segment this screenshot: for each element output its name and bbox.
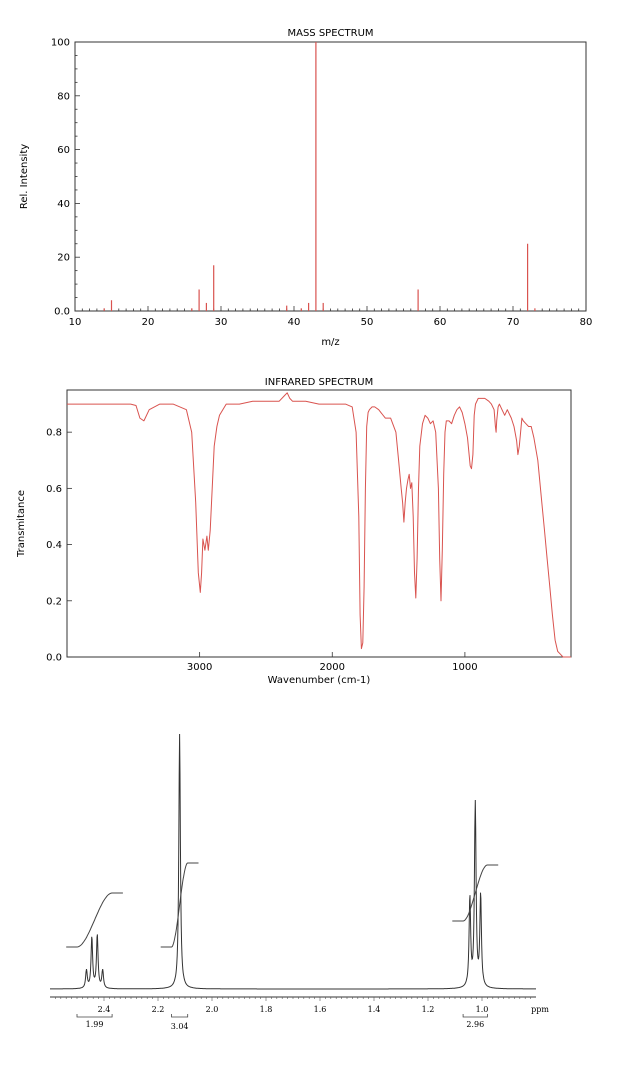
ir-y-tick-label: 0.4	[46, 540, 62, 551]
mass-spectrum-chart: MASS SPECTRUM 10 20 30 40 50 60 70 80 0.0 20 40 60 80…	[19, 28, 593, 348]
ir-x-tick-label: 1000	[452, 662, 477, 673]
nmr-integration-label: 3.04	[171, 1022, 189, 1031]
nmr-x-tick-label: 1.8	[260, 1005, 273, 1014]
mass-y-tick-label: 0.0	[54, 307, 70, 318]
mass-x-tick-label: 40	[288, 317, 301, 328]
nmr-x-tick-label: 1.6	[314, 1005, 327, 1014]
nmr-integration-curve	[452, 864, 499, 922]
mass-x-tick-label: 50	[361, 317, 374, 328]
nmr-integration-bracket	[462, 1014, 488, 1018]
mass-x-axis-label: m/z	[321, 337, 339, 348]
ir-y-tick-label: 0.8	[46, 428, 62, 439]
ir-y-tick-label: 0.6	[46, 484, 62, 495]
nmr-spectrum-chart: 2.4 2.2 2.0 1.8 1.6 1.4 1.2 1.0 ppm 1.99 3.04 2.96	[50, 733, 549, 1031]
mass-spectrum-title: MASS SPECTRUM	[287, 28, 373, 39]
mass-x-tick-label: 60	[434, 317, 447, 328]
nmr-integration-bracket	[76, 1014, 113, 1018]
mass-y-tick-label: 40	[57, 199, 70, 210]
mass-y-tick-label: 20	[57, 253, 70, 264]
nmr-integration-curve	[160, 862, 199, 948]
mass-y-tick-label: 60	[57, 145, 70, 156]
nmr-integration-bracket	[171, 1014, 189, 1018]
ir-spectrum-title: INFRARED SPECTRUM	[265, 377, 373, 388]
mass-y-tick-label: 100	[51, 38, 70, 49]
nmr-x-tick-label: 2.0	[206, 1005, 219, 1014]
mass-x-tick-label: 30	[215, 317, 228, 328]
nmr-x-tick-label: 2.2	[152, 1005, 165, 1014]
mass-x-tick-label: 20	[142, 317, 155, 328]
nmr-integration-label: 2.96	[466, 1020, 484, 1029]
mass-x-tick-label: 70	[507, 317, 520, 328]
ir-y-axis-label: Transmitance	[16, 490, 27, 558]
nmr-x-tick-label: 1.0	[476, 1005, 489, 1014]
ir-series-line	[67, 392, 571, 658]
nmr-x-tick-label: 1.2	[422, 1005, 435, 1014]
nmr-spectrum-trace	[50, 733, 536, 990]
nmr-x-axis-label: ppm	[531, 1005, 549, 1014]
mass-x-tick-label: 80	[580, 317, 593, 328]
ir-x-tick-label: 3000	[187, 662, 212, 673]
nmr-x-tick-label: 2.4	[98, 1005, 111, 1014]
mass-spectrum-frame	[74, 41, 587, 312]
infrared-spectrum-chart: INFRARED SPECTRUM 3000 2000 1000 0.0 0.2 0.4 0.…	[16, 377, 572, 686]
ir-y-tick-label: 0.2	[46, 596, 62, 607]
ir-spectrum-frame	[66, 389, 572, 658]
ir-x-tick-label: 2000	[320, 662, 345, 673]
mass-y-tick-label: 80	[57, 91, 70, 102]
mass-x-tick-label: 10	[69, 317, 82, 328]
ir-x-axis-label: Wavenumber (cm-1)	[268, 675, 371, 686]
nmr-integration-label: 1.99	[86, 1020, 104, 1029]
mass-y-axis-label: Rel. Intensity	[19, 144, 30, 209]
nmr-x-tick-label: 1.4	[368, 1005, 381, 1014]
ir-y-tick-label: 0.0	[46, 653, 62, 664]
nmr-integration-curve	[66, 892, 123, 948]
